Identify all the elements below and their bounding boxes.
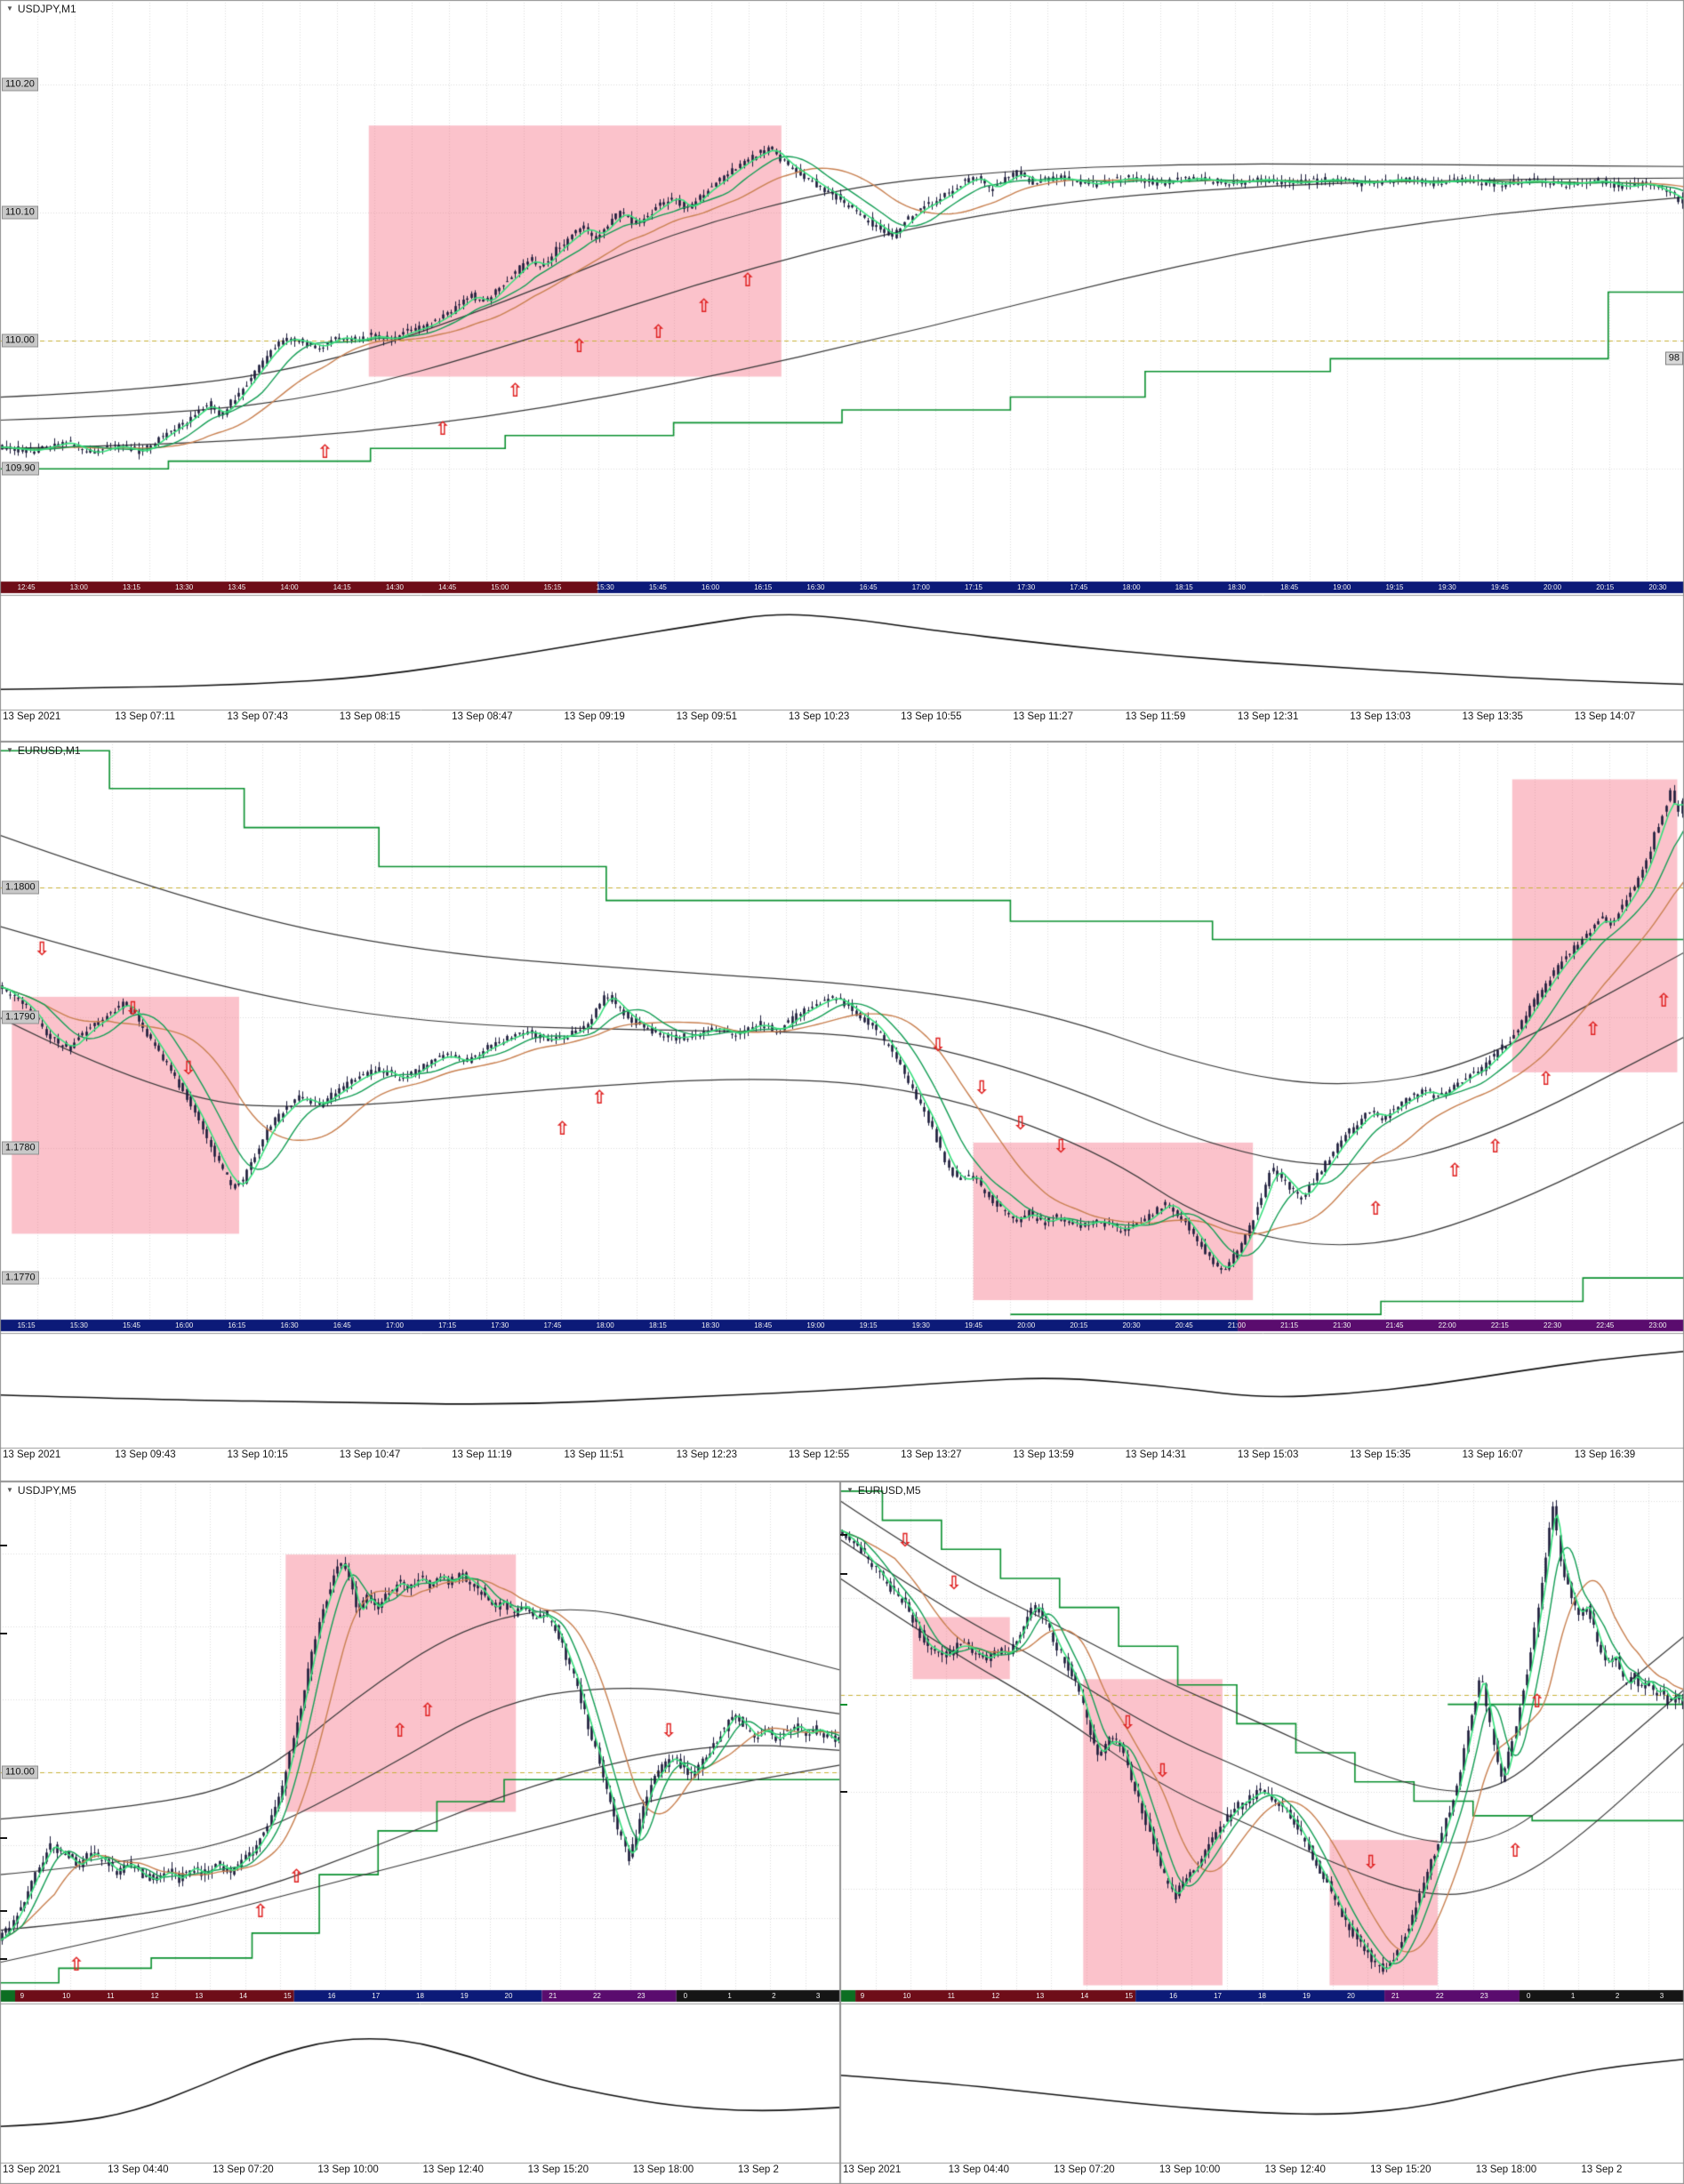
chart-title-bar[interactable]: ▼ USDJPY,M1 [6,3,76,15]
chart-panel-usdjpy-m5: ▼ USDJPY,M5 110.00 13 Sep 2021 13 Sep 04:4… [0,1481,840,2184]
chart-title-bar[interactable]: ▼ USDJPY,M5 [6,1484,76,1497]
price-chart-canvas[interactable] [0,1481,840,2184]
chart-symbol-label: USDJPY,M5 [17,1484,76,1497]
chart-title-bar[interactable]: ▼ EURUSD,M5 [846,1484,921,1497]
chart-dropdown-icon[interactable]: ▼ [846,1486,854,1494]
chart-dropdown-icon[interactable]: ▼ [6,4,13,12]
chart-dropdown-icon[interactable]: ▼ [6,746,13,754]
chart-symbol-label: EURUSD,M5 [857,1484,921,1497]
chart-dropdown-icon[interactable]: ▼ [6,1486,13,1494]
chart-panel-eurusd-m1: ▼ EURUSD,M1 1.1800 1.1790 1.1780 1.1770 13 S… [0,742,1684,1481]
price-chart-canvas[interactable] [0,0,1684,742]
chart-title-bar[interactable]: ▼ EURUSD,M1 [6,744,81,757]
price-chart-canvas[interactable] [0,742,1684,1481]
chart-panel-eurusd-m5: ▼ EURUSD,M5 13 Sep 2021 13 Sep 04:40 13 Se… [840,1481,1684,2184]
chart-panel-usdjpy-m1: ▼ USDJPY,M1 110.20 110.10 110.00 109.90 98 13… [0,0,1684,742]
price-chart-canvas[interactable] [840,1481,1684,2184]
chart-symbol-label: USDJPY,M1 [17,3,76,15]
chart-symbol-label: EURUSD,M1 [17,744,81,757]
